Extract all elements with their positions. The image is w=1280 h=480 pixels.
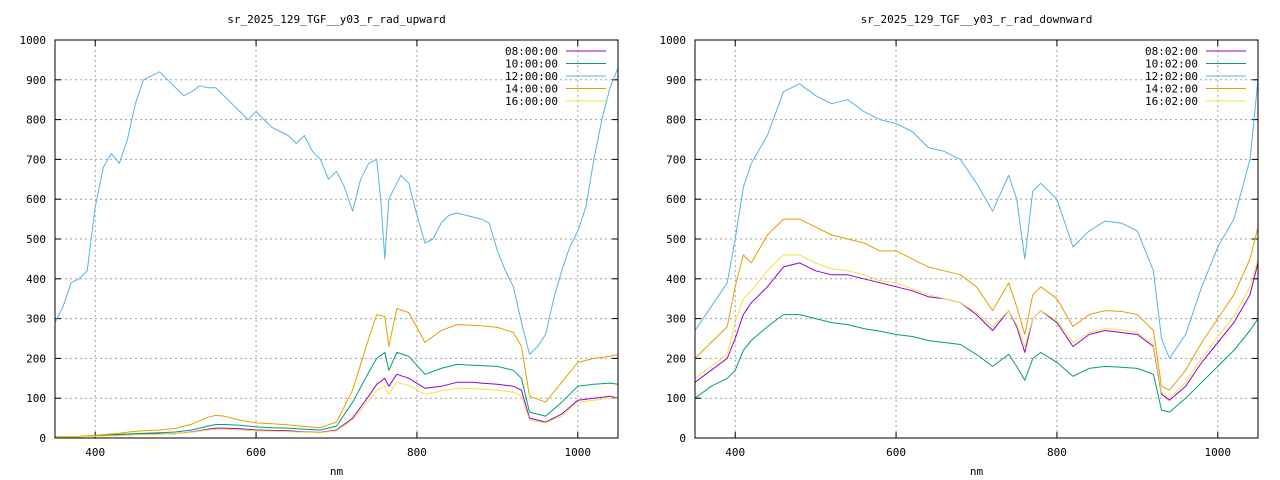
y-tick-label: 1000 bbox=[20, 34, 47, 47]
x-axis-label: nm bbox=[970, 465, 984, 478]
legend-label: 16:02:00 bbox=[1145, 95, 1198, 108]
x-tick-label: 1000 bbox=[565, 446, 592, 459]
series-group bbox=[55, 67, 618, 438]
chart-downward: sr_2025_129_TGF__y03_r_rad_downward 0 100 2… bbox=[660, 13, 1259, 478]
y-tick-label: 600 bbox=[666, 193, 686, 206]
legend-label: 08:02:00 bbox=[1145, 45, 1198, 58]
series-line-08-02-00 bbox=[695, 262, 1258, 401]
y-tick-label: 400 bbox=[26, 273, 46, 286]
legend-label: 14:00:00 bbox=[505, 83, 558, 96]
legend-label: 14:02:00 bbox=[1145, 83, 1198, 96]
series-line-14-02-00 bbox=[695, 218, 1258, 391]
legend-label: 12:02:00 bbox=[1145, 70, 1198, 83]
y-tick-label: 800 bbox=[666, 114, 686, 127]
y-tick-label: 100 bbox=[26, 392, 46, 405]
x-tick-label: 800 bbox=[1047, 446, 1067, 459]
chart-title: sr_2025_129_TGF__y03_r_rad_upward bbox=[227, 13, 446, 26]
legend-label: 10:02:00 bbox=[1145, 58, 1198, 71]
y-tick-label: 200 bbox=[26, 352, 46, 365]
series-line-12-02-00 bbox=[695, 79, 1258, 359]
series-line-08-00-00 bbox=[55, 373, 618, 438]
x-tick-label: 600 bbox=[246, 446, 266, 459]
series-group bbox=[695, 79, 1258, 413]
y-tick-label: 900 bbox=[666, 74, 686, 87]
y-tick-label: 700 bbox=[26, 153, 46, 166]
y-tick-label: 500 bbox=[666, 233, 686, 246]
plot-frame bbox=[54, 39, 619, 439]
y-tick-label: 0 bbox=[679, 432, 686, 445]
y-tick-label: 200 bbox=[666, 352, 686, 365]
legend-label: 10:00:00 bbox=[505, 58, 558, 71]
x-tick-label: 800 bbox=[407, 446, 427, 459]
y-tick-label: 100 bbox=[666, 392, 686, 405]
chart-upward: sr_2025_129_TGF__y03_r_rad_upward 0 100 200… bbox=[20, 13, 619, 478]
x-axis-label: nm bbox=[330, 465, 344, 478]
legend-label: 08:00:00 bbox=[505, 45, 558, 58]
y-tick-label: 700 bbox=[666, 153, 686, 166]
series-line-16-02-00 bbox=[695, 254, 1258, 399]
x-tick-label: 400 bbox=[85, 446, 105, 459]
series-line-12-00-00 bbox=[55, 67, 618, 355]
y-tick-label: 800 bbox=[26, 114, 46, 127]
y-tick-label: 300 bbox=[666, 313, 686, 326]
series-line-16-00-00 bbox=[55, 381, 618, 438]
y-tick-label: 400 bbox=[666, 273, 686, 286]
legend-label: 16:00:00 bbox=[505, 95, 558, 108]
series-line-10-02-00 bbox=[695, 314, 1258, 413]
x-tick-label: 600 bbox=[886, 446, 906, 459]
y-tick-label: 1000 bbox=[660, 34, 687, 47]
x-tick-label: 1000 bbox=[1205, 446, 1232, 459]
x-tick-label: 400 bbox=[725, 446, 745, 459]
legend-label: 12:00:00 bbox=[505, 70, 558, 83]
y-tick-label: 600 bbox=[26, 193, 46, 206]
chart-title: sr_2025_129_TGF__y03_r_rad_downward bbox=[861, 13, 1093, 26]
y-tick-label: 300 bbox=[26, 313, 46, 326]
y-tick-label: 500 bbox=[26, 233, 46, 246]
series-line-14-00-00 bbox=[55, 308, 618, 438]
y-tick-label: 0 bbox=[39, 432, 46, 445]
y-tick-label: 900 bbox=[26, 74, 46, 87]
series-line-10-00-00 bbox=[55, 351, 618, 438]
plot-frame bbox=[694, 39, 1259, 439]
